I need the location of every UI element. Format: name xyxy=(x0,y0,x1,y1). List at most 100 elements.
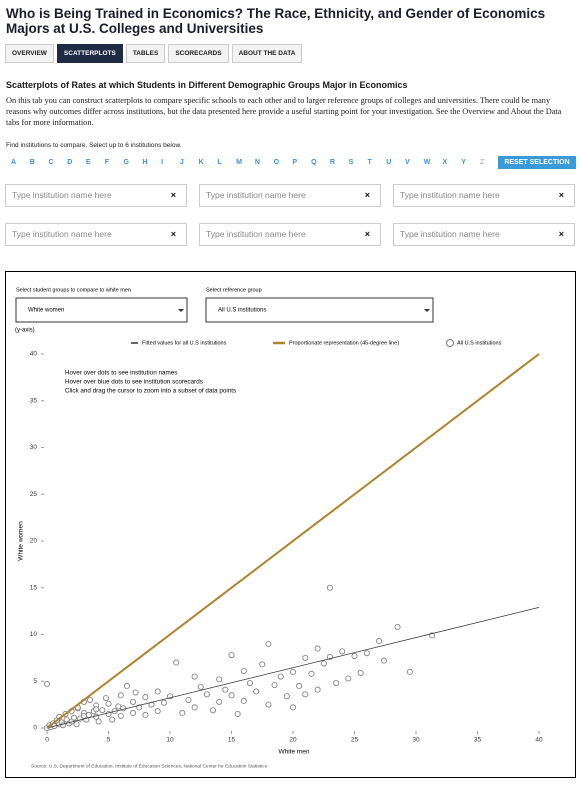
data-point[interactable] xyxy=(406,668,413,675)
data-point[interactable] xyxy=(160,699,167,706)
data-point[interactable] xyxy=(132,689,139,696)
letter-link[interactable]: L xyxy=(217,159,222,166)
institution-input[interactable]: Type institution name here × xyxy=(199,223,381,246)
data-point[interactable] xyxy=(191,704,198,711)
letter-link[interactable]: U xyxy=(386,159,392,166)
data-point[interactable] xyxy=(302,654,309,661)
data-point[interactable] xyxy=(381,657,388,664)
data-point[interactable] xyxy=(99,707,106,714)
data-point[interactable] xyxy=(120,705,127,712)
data-point[interactable] xyxy=(115,703,122,710)
data-point[interactable] xyxy=(44,681,51,688)
data-point[interactable] xyxy=(117,712,124,719)
clear-button[interactable]: × xyxy=(558,190,564,200)
data-point[interactable] xyxy=(71,714,78,721)
data-point[interactable] xyxy=(228,692,235,699)
letter-link[interactable]: B xyxy=(29,159,35,166)
letter-link[interactable]: E xyxy=(86,159,91,166)
letter-link[interactable]: A xyxy=(11,159,17,166)
institution-input[interactable]: Type institution name here × xyxy=(393,223,575,246)
data-point[interactable] xyxy=(103,695,110,702)
data-point[interactable] xyxy=(216,698,223,705)
data-point[interactable] xyxy=(191,673,198,680)
letter-link[interactable]: F xyxy=(104,159,110,166)
letter-link[interactable]: Y xyxy=(461,159,466,166)
letter-link[interactable]: J xyxy=(179,159,184,166)
data-point[interactable] xyxy=(80,712,87,719)
tab[interactable]: TABLES xyxy=(125,44,166,63)
data-point[interactable] xyxy=(326,584,333,591)
data-point[interactable] xyxy=(302,691,309,698)
letter-link[interactable]: D xyxy=(67,159,73,166)
letter-link[interactable]: R xyxy=(329,159,335,166)
reset-button[interactable]: RESET SELECTION xyxy=(498,156,576,169)
data-point[interactable] xyxy=(277,673,284,680)
letter-link[interactable]: N xyxy=(254,159,260,166)
data-point[interactable] xyxy=(179,710,186,717)
clear-button[interactable]: × xyxy=(170,190,176,200)
data-point[interactable] xyxy=(210,707,217,714)
letter-link[interactable]: G xyxy=(123,159,129,166)
data-point[interactable] xyxy=(296,682,303,689)
data-point[interactable] xyxy=(283,693,290,700)
data-point[interactable] xyxy=(265,640,272,647)
letter-link[interactable]: C xyxy=(48,159,54,166)
data-point[interactable] xyxy=(95,718,102,725)
data-point[interactable] xyxy=(93,706,100,713)
tab[interactable]: SCORECARDS xyxy=(168,44,229,63)
letter-link[interactable]: H xyxy=(142,159,148,166)
data-point[interactable] xyxy=(73,721,80,728)
letter-link[interactable]: K xyxy=(198,159,204,166)
data-point[interactable] xyxy=(136,704,143,711)
institution-input[interactable]: Type institution name here × xyxy=(5,223,187,246)
letter-link[interactable]: P xyxy=(292,159,298,166)
data-point[interactable] xyxy=(351,653,358,660)
data-point[interactable] xyxy=(154,708,161,715)
letter-link[interactable]: X xyxy=(442,159,448,166)
clear-button[interactable]: × xyxy=(558,229,564,239)
letter-link[interactable]: S xyxy=(348,159,354,166)
tab[interactable]: ABOUT THE DATA xyxy=(231,44,303,63)
data-point[interactable] xyxy=(289,668,296,675)
data-point[interactable] xyxy=(228,652,235,659)
data-point[interactable] xyxy=(320,660,327,667)
data-point[interactable] xyxy=(142,711,149,718)
data-point[interactable] xyxy=(246,680,253,687)
data-point[interactable] xyxy=(265,701,272,708)
data-point[interactable] xyxy=(197,683,204,690)
data-point[interactable] xyxy=(123,682,130,689)
data-point[interactable] xyxy=(216,676,223,683)
data-point[interactable] xyxy=(117,692,124,699)
institution-input[interactable]: Type institution name here × xyxy=(5,184,187,207)
dropdown[interactable] xyxy=(205,297,434,323)
data-point[interactable] xyxy=(333,680,340,687)
data-point[interactable] xyxy=(173,659,180,666)
tab[interactable]: SCATTERPLOTS xyxy=(56,44,123,63)
data-point[interactable] xyxy=(271,681,278,688)
clear-button[interactable]: × xyxy=(364,229,370,239)
data-point[interactable] xyxy=(234,710,241,717)
data-point[interactable] xyxy=(130,698,137,705)
data-point[interactable] xyxy=(394,624,401,631)
data-point[interactable] xyxy=(154,688,161,695)
tab[interactable]: OVERVIEW xyxy=(5,44,54,63)
letter-link[interactable]: V xyxy=(404,159,410,166)
data-point[interactable] xyxy=(109,716,116,723)
letter-link[interactable]: W xyxy=(423,159,431,166)
data-point[interactable] xyxy=(203,691,210,698)
institution-input[interactable]: Type institution name here × xyxy=(199,184,381,207)
data-point[interactable] xyxy=(345,675,352,682)
clear-button[interactable]: × xyxy=(170,229,176,239)
letter-link[interactable]: O xyxy=(273,159,280,166)
data-point[interactable] xyxy=(240,667,247,674)
data-point[interactable] xyxy=(314,686,321,693)
data-point[interactable] xyxy=(339,648,346,655)
data-point[interactable] xyxy=(357,669,364,676)
data-point[interactable] xyxy=(222,686,229,693)
data-point[interactable] xyxy=(87,696,94,703)
letter-link[interactable]: I xyxy=(161,159,164,166)
data-point[interactable] xyxy=(308,670,315,677)
institution-input[interactable]: Type institution name here × xyxy=(393,184,575,207)
data-point[interactable] xyxy=(185,696,192,703)
data-point[interactable] xyxy=(314,645,321,652)
